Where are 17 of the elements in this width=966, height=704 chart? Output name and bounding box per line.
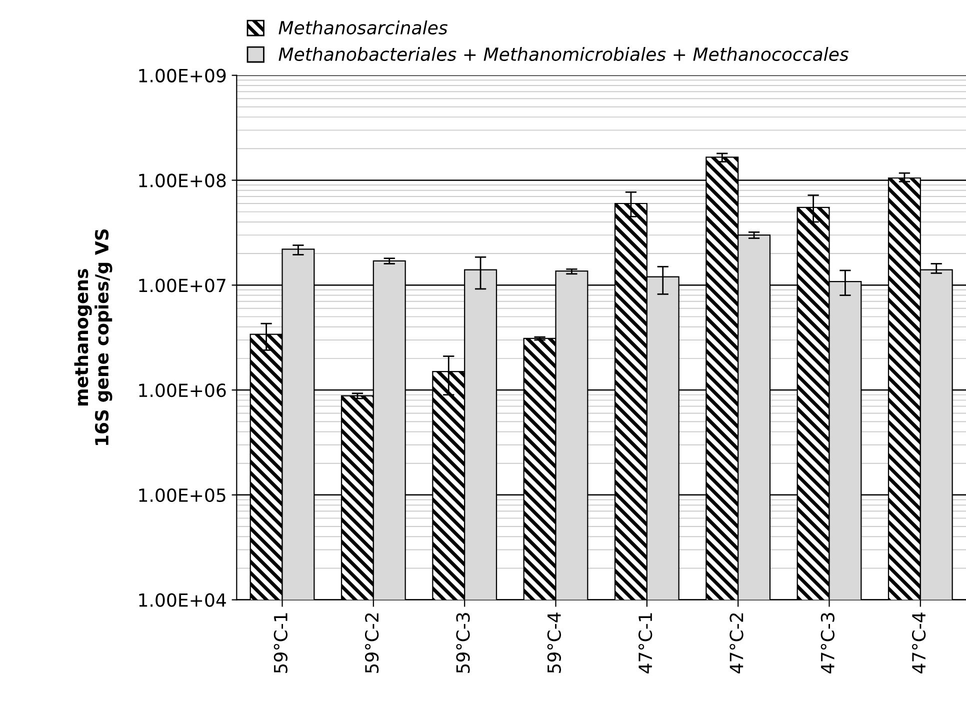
x-tick-label: 47°C-1 xyxy=(638,613,652,674)
y-tick-label: 1.00E+05 xyxy=(139,488,226,502)
y-tick-label: 1.00E+04 xyxy=(139,593,226,607)
legend-label: Methanosarcinales xyxy=(278,20,448,34)
x-tick-label: 47°C-2 xyxy=(730,613,744,674)
x-tick-label: 59°C-4 xyxy=(547,612,561,673)
x-tick-label: 59°C-1 xyxy=(274,613,288,673)
y-tick-label: 1.00E+07 xyxy=(139,278,226,292)
x-tick-label: 47°C-4 xyxy=(912,612,926,674)
y-tick-label: 1.00E+06 xyxy=(139,383,226,398)
legend-label: Methanobacteriales + Methanomicrobiales + Methanococcales xyxy=(278,47,848,61)
x-tick-label: 47°C-3 xyxy=(820,613,834,674)
x-tick-label: 59°C-3 xyxy=(456,613,470,673)
x-tick-label: 59°C-2 xyxy=(365,613,379,673)
y-tick-label: 1.00E+09 xyxy=(139,68,226,82)
y-tick-label: 1.00E+08 xyxy=(139,174,226,188)
y-axis-title: methanogens 16S gene copies/g VS xyxy=(74,229,112,446)
